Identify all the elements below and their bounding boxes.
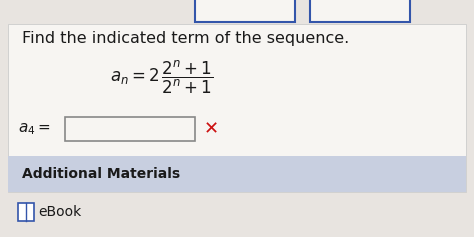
Bar [195, 0, 295, 22]
Bar [8, 156, 466, 192]
Text: Find the indicated term of the sequence.: Find the indicated term of the sequence. [22, 31, 349, 46]
Bar [8, 24, 466, 192]
Text: $a_4 =$: $a_4 =$ [18, 121, 51, 137]
Bar [310, 0, 410, 22]
Bar [0, 0, 474, 27]
Text: eBook: eBook [38, 205, 81, 219]
Text: ✕: ✕ [204, 120, 219, 138]
Bar [65, 117, 195, 141]
Bar [18, 203, 34, 221]
Text: $a_n = 2\,\dfrac{2^n+1}{2^n+1}$: $a_n = 2\,\dfrac{2^n+1}{2^n+1}$ [110, 58, 213, 96]
Text: Additional Materials: Additional Materials [22, 167, 180, 181]
